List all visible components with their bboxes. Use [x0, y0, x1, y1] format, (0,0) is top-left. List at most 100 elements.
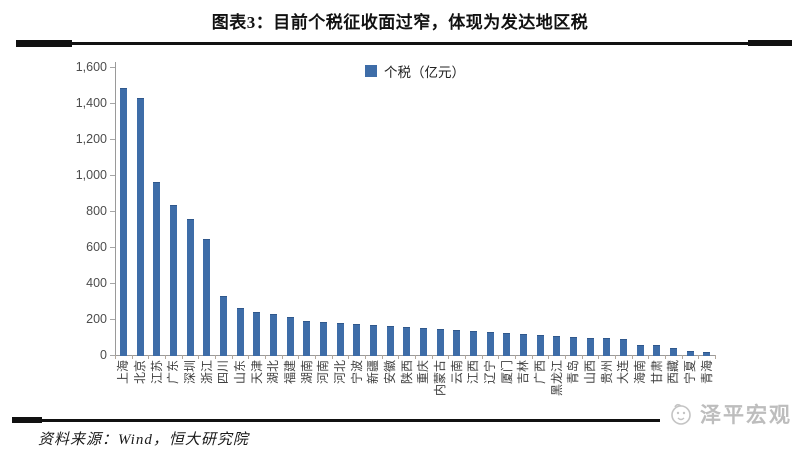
y-axis-tick: [110, 247, 115, 248]
x-axis-tick: [381, 355, 383, 359]
top-rule-right-cap: [748, 40, 792, 46]
x-axis-tick: [348, 355, 350, 359]
y-axis-label: 200: [86, 312, 107, 326]
x-axis-label: 陕西: [399, 360, 414, 385]
bar: [169, 205, 177, 356]
top-rule-left-cap: [16, 40, 72, 47]
y-axis-tick: [110, 103, 115, 104]
x-axis-tick: [531, 355, 533, 359]
x-axis-tick: [298, 355, 300, 359]
bar: [453, 329, 461, 356]
x-axis-tick: [448, 355, 450, 359]
x-axis-label: 北京: [133, 360, 147, 385]
bar: [469, 331, 477, 356]
x-axis-tick: [681, 355, 683, 359]
x-axis-label: 天津: [249, 360, 264, 385]
mascot-face-icon: [668, 401, 694, 427]
x-axis-label: 黑龙江: [549, 360, 564, 397]
bar: [203, 239, 211, 356]
x-axis-tick: [398, 355, 400, 359]
x-axis-label: 云南: [449, 360, 464, 385]
y-axis-tick: [110, 175, 115, 176]
x-axis-label: 福建: [283, 360, 297, 385]
bar: [686, 350, 694, 356]
x-axis-label: 湖南: [299, 360, 314, 385]
y-axis-tick: [110, 283, 115, 284]
x-axis-tick: [431, 355, 433, 359]
x-axis-tick: [481, 355, 483, 359]
bar: [353, 323, 361, 356]
y-axis-label: 1,200: [75, 132, 107, 146]
x-axis-tick: [715, 355, 716, 359]
x-axis-label: 海南: [633, 360, 647, 385]
x-axis-label: 山西: [583, 360, 597, 385]
y-axis-line: [115, 62, 116, 356]
bar: [419, 327, 427, 356]
bar: [136, 97, 144, 356]
legend-swatch-icon: [365, 65, 377, 77]
bar: [553, 336, 561, 356]
bar: [703, 352, 711, 356]
x-axis-label: 辽宁: [483, 360, 497, 385]
bar: [486, 332, 494, 356]
y-axis-label: 400: [86, 276, 107, 290]
bottom-rule-left-cap: [12, 417, 42, 423]
bar: [336, 322, 344, 356]
x-axis-tick: [131, 355, 133, 359]
x-axis-tick: [331, 355, 333, 359]
x-axis-tick: [498, 355, 500, 359]
bar: [519, 334, 527, 356]
source-note: 资料来源：Wind，恒大研究院: [38, 432, 249, 448]
bar: [503, 333, 511, 356]
x-axis-tick: [648, 355, 650, 359]
y-axis-tick: [110, 355, 115, 356]
chart-legend: 个税（亿元）: [115, 61, 715, 81]
x-axis-tick: [115, 355, 116, 359]
x-axis-tick: [581, 355, 583, 359]
bar: [436, 328, 444, 356]
legend-label: 个税（亿元）: [384, 65, 465, 80]
top-rule: [16, 42, 792, 45]
watermark: 泽平宏观: [660, 399, 794, 429]
x-axis-tick: [148, 355, 150, 359]
bar: [186, 218, 194, 356]
bar: [236, 307, 244, 356]
bar: [386, 326, 394, 356]
x-axis-label: 江西: [466, 360, 481, 385]
x-axis-label: 四川: [216, 360, 231, 385]
y-axis-label: 800: [86, 204, 107, 218]
x-axis-tick: [315, 355, 316, 359]
bar: [586, 337, 594, 356]
bar: [286, 317, 294, 356]
bar: [403, 326, 411, 356]
x-axis-tick: [515, 355, 516, 359]
x-axis-label: 河南: [316, 360, 331, 385]
x-axis-label: 厦门: [499, 360, 514, 385]
x-axis-label: 贵州: [599, 360, 614, 385]
y-axis-tick: [110, 139, 115, 140]
watermark-text: 泽平宏观: [700, 404, 792, 427]
x-axis-label: 深圳: [183, 360, 197, 385]
bar: [269, 313, 277, 356]
bottom-rule: [12, 419, 790, 422]
bar: [636, 344, 644, 356]
bar: [303, 320, 311, 356]
bar: [253, 311, 261, 356]
x-axis-label: 河北: [333, 360, 347, 385]
bar: [219, 296, 227, 356]
bar: [536, 335, 544, 356]
x-axis-tick: [665, 355, 666, 359]
x-axis-label: 湖北: [266, 360, 281, 385]
bar: [153, 182, 161, 356]
bar: [119, 88, 127, 356]
x-axis-label: 山东: [233, 360, 247, 385]
x-axis-tick: [565, 355, 566, 359]
x-axis-tick: [215, 355, 216, 359]
bar: [619, 339, 627, 356]
x-axis-label: 广西: [533, 360, 547, 385]
x-axis-tick: [615, 355, 616, 359]
x-axis-label: 广东: [166, 360, 181, 385]
x-axis-tick: [181, 355, 183, 359]
y-axis-label: 1,600: [75, 60, 107, 74]
